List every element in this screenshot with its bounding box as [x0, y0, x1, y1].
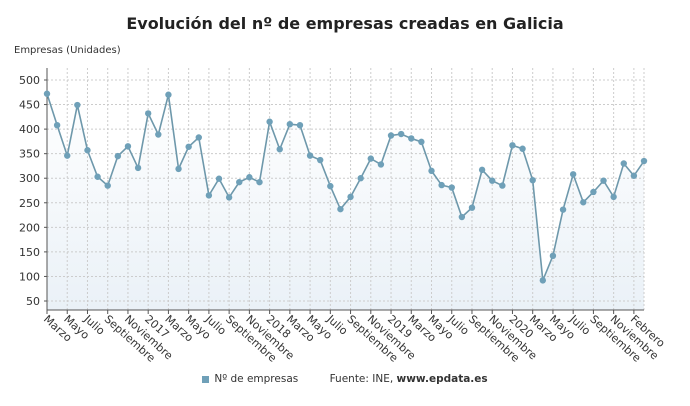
data-point — [448, 184, 455, 191]
data-point — [256, 178, 263, 186]
data-point — [438, 181, 445, 189]
data-point — [600, 177, 607, 184]
y-tick-label: 150 — [19, 246, 40, 259]
data-point — [306, 152, 314, 159]
data-point — [489, 177, 496, 184]
data-point — [590, 188, 597, 196]
legend-label: Nº de empresas — [214, 373, 299, 385]
data-point — [347, 193, 354, 201]
data-point — [418, 138, 425, 146]
data-point — [499, 182, 506, 189]
data-point — [509, 142, 516, 149]
data-point — [478, 166, 486, 174]
y-tick-label: 500 — [19, 74, 40, 87]
data-point — [630, 172, 638, 179]
data-point — [175, 165, 182, 173]
data-point — [225, 194, 233, 201]
data-point — [620, 160, 627, 167]
source-note: Fuente: INE, www.epdata.es — [330, 373, 488, 385]
data-point — [559, 206, 567, 213]
data-point — [144, 110, 152, 117]
data-point — [104, 182, 111, 189]
data-point — [327, 182, 334, 190]
data-point — [43, 90, 51, 97]
data-point — [539, 277, 547, 284]
data-point — [408, 135, 415, 142]
data-point — [185, 143, 192, 150]
data-point — [124, 143, 132, 150]
legend-swatch — [202, 375, 210, 383]
series-line — [46, 93, 645, 281]
data-point — [397, 130, 405, 138]
data-point — [317, 156, 324, 164]
data-point — [377, 161, 385, 168]
data-point — [114, 152, 122, 160]
data-point — [84, 147, 91, 154]
y-tick-label: 250 — [19, 197, 40, 210]
data-point — [236, 178, 243, 186]
data-point — [580, 199, 587, 206]
data-point — [276, 146, 283, 153]
data-point — [74, 101, 81, 109]
data-point — [357, 175, 364, 182]
data-point — [215, 175, 223, 182]
area-fill — [47, 93, 644, 310]
y-tick-label: 200 — [19, 221, 40, 234]
y-tick-label: 100 — [19, 270, 40, 283]
source-prefix: Fuente: INE, — [329, 373, 397, 385]
y-tick-label: 350 — [19, 148, 40, 161]
y-tick-label: 300 — [19, 172, 40, 185]
y-tick-label: 400 — [19, 123, 40, 136]
data-point — [529, 176, 536, 184]
data-point — [428, 167, 435, 175]
data-point — [94, 173, 101, 180]
data-point — [468, 204, 476, 211]
data-point — [569, 171, 577, 178]
data-point — [205, 192, 213, 199]
data-point — [195, 134, 202, 141]
data-point — [165, 91, 172, 98]
data-point — [519, 145, 526, 152]
data-point — [549, 252, 557, 260]
chart-title: Evolución del nº de empresas creadas en … — [126, 14, 564, 33]
data-point — [155, 131, 162, 138]
data-point — [337, 205, 344, 213]
y-axis-label: Empresas (Unidades) — [14, 45, 121, 56]
data-point — [458, 213, 466, 221]
data-point — [64, 152, 71, 159]
data-point — [367, 155, 374, 162]
data-point — [296, 121, 304, 129]
data-point — [134, 164, 142, 172]
y-tick-label: 450 — [19, 99, 40, 112]
source-link[interactable]: www.epdata.es — [396, 373, 488, 385]
y-tick-label: 50 — [26, 295, 40, 308]
legend: Nº de empresas Fuente: INE, www.epdata.e… — [0, 373, 690, 385]
data-point — [286, 121, 294, 128]
data-point — [246, 174, 253, 181]
data-point — [53, 121, 61, 129]
data-point — [387, 132, 395, 139]
data-point — [640, 157, 648, 165]
data-point — [266, 118, 273, 125]
data-point — [610, 193, 617, 201]
